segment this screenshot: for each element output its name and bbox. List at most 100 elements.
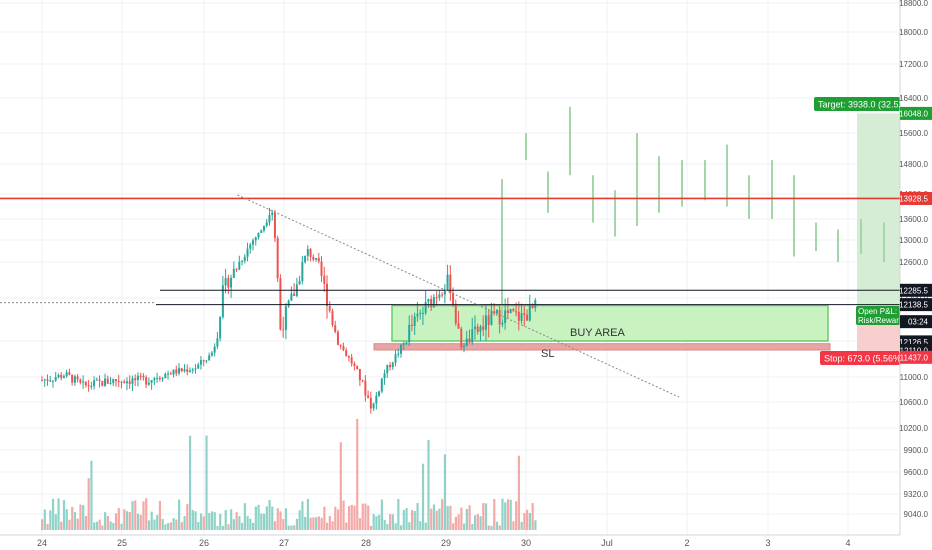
volume-bar: [65, 509, 68, 530]
volume-bar: [493, 499, 496, 530]
volume-bar: [399, 525, 403, 530]
volume-bar: [164, 524, 167, 530]
candle-body: [309, 249, 312, 257]
volume-bar: [443, 454, 447, 530]
volume-bar: [389, 513, 392, 530]
volume-bar: [230, 509, 233, 530]
volume-bar: [495, 521, 499, 530]
volume-bar: [391, 514, 394, 530]
volume-bar: [249, 518, 252, 530]
sl-box: [373, 343, 831, 351]
candle-body: [446, 274, 449, 290]
candle-body: [391, 362, 394, 368]
candle-body: [191, 369, 194, 371]
price-tick-label: 10600.0: [899, 398, 928, 407]
volume-bars: [41, 418, 537, 530]
candle-body: [43, 379, 46, 381]
volume-bar: [287, 525, 290, 530]
volume-bar: [334, 506, 337, 530]
volume-bar: [372, 513, 375, 530]
volume-bar: [482, 503, 485, 530]
candle-body: [427, 299, 430, 302]
price-tick-label: 9600.0: [904, 468, 929, 477]
candle-body: [290, 293, 293, 301]
volume-bar: [191, 510, 194, 530]
candle-body: [350, 357, 353, 364]
candle-body: [367, 395, 370, 398]
volume-bar: [112, 522, 115, 530]
candle-body: [358, 369, 361, 381]
candle-body: [438, 294, 441, 298]
volume-bar: [205, 435, 208, 530]
candle-body: [312, 256, 315, 260]
candle-body: [73, 376, 76, 383]
volume-bar: [441, 499, 444, 530]
volume-bar: [460, 507, 463, 530]
volume-bar: [43, 509, 46, 530]
candle-body: [410, 324, 413, 326]
price-label-box: [900, 283, 932, 297]
volume-bar: [416, 502, 419, 530]
time-tick-label: 3: [765, 538, 770, 548]
price-axis[interactable]: 18800.0 18000.0 17200.0 16400.0 15600.0 14800…: [899, 0, 932, 535]
candle-body: [109, 382, 112, 384]
volume-bar: [210, 511, 214, 530]
candle-body: [435, 297, 438, 299]
candle-body: [260, 230, 263, 233]
volume-bar: [367, 505, 370, 530]
volume-bar: [402, 510, 405, 530]
candle-body: [41, 380, 43, 382]
candle-body: [328, 305, 331, 311]
volume-bar: [114, 513, 118, 530]
volume-bar: [73, 512, 77, 530]
volume-bar: [147, 520, 151, 530]
price-label-box: [900, 298, 932, 312]
candle-body: [273, 212, 276, 239]
candle-body: [84, 381, 87, 386]
candle-body: [315, 258, 318, 260]
candle-body: [369, 397, 372, 409]
candle-body: [468, 338, 471, 343]
candle-body: [471, 329, 474, 343]
volume-bar: [465, 508, 468, 530]
candle-body: [298, 281, 301, 285]
volume-bar: [326, 522, 329, 530]
volume-bar: [284, 508, 288, 530]
volume-bar: [172, 518, 175, 530]
volume-bar: [526, 509, 529, 530]
candle-body: [345, 350, 348, 357]
price-label-box: [900, 315, 932, 329]
volume-bar: [523, 512, 526, 530]
volume-bar: [421, 463, 425, 530]
price-tick-label: 9320.0: [904, 490, 929, 499]
volume-bar: [82, 505, 85, 530]
candle-body: [254, 237, 257, 241]
price-tick-label: 17200.0: [899, 60, 928, 69]
candle-body: [397, 353, 400, 355]
candle-body: [186, 369, 189, 372]
candle-body: [175, 369, 178, 374]
volume-bar: [71, 506, 74, 530]
candle-body: [534, 300, 537, 308]
volume-bar: [84, 515, 88, 530]
volume-bar: [216, 525, 219, 530]
volume-bar: [101, 525, 104, 530]
candle-body: [158, 378, 161, 380]
volume-bar: [438, 508, 441, 530]
price-tick-label: 18800.0: [899, 0, 928, 8]
time-tick-label: 4: [845, 538, 850, 548]
time-axis[interactable]: 24 25 26 27 28 29 30 Jul 2 3 4: [0, 534, 900, 548]
volume-bar: [375, 516, 378, 530]
volume-bar: [279, 511, 282, 530]
candle-body: [79, 379, 82, 383]
volume-bar: [197, 522, 200, 530]
volume-bar: [369, 525, 373, 530]
candle-body: [372, 403, 375, 409]
candle-body: [188, 370, 191, 372]
volume-bar: [57, 498, 60, 530]
volume-bar: [484, 503, 488, 530]
candle-body: [531, 304, 534, 308]
volume-bar: [153, 519, 156, 530]
